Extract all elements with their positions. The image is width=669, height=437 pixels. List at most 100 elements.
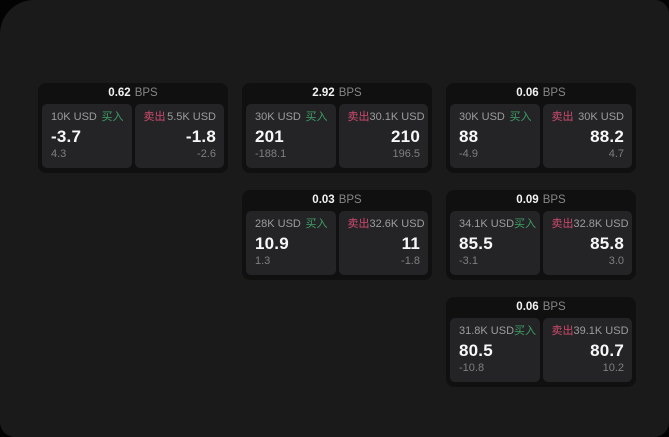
bps-label: BPS [542, 301, 566, 313]
sell-amount: 32.6K USD [369, 218, 425, 230]
sell-tile[interactable]: 卖出 30.1K USD 210 196.5 [338, 104, 428, 168]
sell-amount: 30.1K USD [369, 111, 425, 123]
buy-label: 买入 [514, 218, 537, 230]
quote-panels: 30K USD 买入 201 -188.1 卖出 30.1K USD 210 1… [242, 104, 432, 173]
buy-label: 买入 [514, 325, 537, 337]
sell-tile[interactable]: 卖出 30K USD 88.2 4.7 [542, 104, 632, 168]
bps-header: 0.03 BPS [242, 190, 432, 211]
tile-meta-row: 30K USD 买入 [255, 111, 328, 124]
sell-delta: 196.5 [392, 148, 420, 160]
sell-label: 卖出 [551, 111, 574, 123]
sell-price: 210 [391, 126, 420, 146]
tile-meta-row: 10K USD 买入 [51, 111, 124, 124]
buy-delta: -10.8 [459, 362, 485, 374]
buy-tile[interactable]: 30K USD 买入 88 -4.9 [450, 104, 540, 168]
quote-panels: 28K USD 买入 10.9 1.3 卖出 32.6K USD 11 -1.8 [242, 211, 432, 280]
buy-label: 买入 [101, 111, 124, 123]
sell-tile[interactable]: 卖出 32.6K USD 11 -1.8 [338, 211, 428, 275]
bps-value: 0.62 [108, 87, 131, 99]
tile-meta-row: 卖出 30.1K USD [347, 111, 425, 124]
buy-amount: 34.1K USD [459, 218, 515, 230]
buy-delta: -4.9 [459, 148, 478, 160]
bps-value: 0.03 [312, 194, 335, 206]
quote-card: 0.62 BPS 10K USD 买入 -3.7 4.3 卖出 5.5K USD [38, 83, 228, 173]
tile-meta-row: 卖出 39.1K USD [551, 325, 629, 338]
bps-header: 0.09 BPS [446, 190, 636, 211]
tile-meta-row: 卖出 32.6K USD [347, 218, 425, 231]
buy-tile[interactable]: 28K USD 买入 10.9 1.3 [246, 211, 336, 275]
tile-meta-row: 卖出 5.5K USD [144, 111, 217, 124]
buy-tile[interactable]: 10K USD 买入 -3.7 4.3 [42, 104, 132, 168]
sell-amount: 5.5K USD [167, 111, 216, 123]
tile-meta-row: 30K USD 买入 [459, 111, 532, 124]
tile-meta-row: 卖出 30K USD [552, 111, 625, 124]
quote-panels: 30K USD 买入 88 -4.9 卖出 30K USD 88.2 4.7 [446, 104, 636, 173]
buy-delta: -3.1 [459, 255, 478, 267]
bps-value: 0.06 [516, 87, 539, 99]
sell-delta: 10.2 [602, 362, 624, 374]
buy-label: 买入 [509, 111, 532, 123]
buy-tile[interactable]: 31.8K USD 买入 80.5 -10.8 [450, 318, 540, 382]
bps-value: 2.92 [312, 87, 335, 99]
bps-label: BPS [134, 87, 158, 99]
sell-label: 卖出 [347, 218, 370, 230]
sell-label: 卖出 [551, 325, 574, 337]
buy-amount: 10K USD [51, 111, 97, 123]
quote-card: 0.09 BPS 34.1K USD 买入 85.5 -3.1 卖出 32.8K… [446, 190, 636, 280]
bps-header: 2.92 BPS [242, 83, 432, 104]
bps-label: BPS [338, 87, 362, 99]
buy-amount: 31.8K USD [459, 325, 515, 337]
sell-amount: 39.1K USD [573, 325, 629, 337]
tile-meta-row: 卖出 32.8K USD [551, 218, 629, 231]
buy-price: 88 [459, 126, 479, 146]
bps-label: BPS [542, 87, 566, 99]
sell-label: 卖出 [551, 218, 574, 230]
sell-price: 88.2 [590, 126, 624, 146]
buy-label: 买入 [305, 218, 328, 230]
buy-delta: -188.1 [255, 148, 287, 160]
quote-card: 0.03 BPS 28K USD 买入 10.9 1.3 卖出 32.6K US… [242, 190, 432, 280]
buy-price: 10.9 [255, 233, 289, 253]
buy-tile[interactable]: 30K USD 买入 201 -188.1 [246, 104, 336, 168]
bps-value: 0.09 [516, 194, 539, 206]
buy-amount: 28K USD [255, 218, 301, 230]
bps-value: 0.06 [516, 301, 539, 313]
tile-meta-row: 28K USD 买入 [255, 218, 328, 231]
buy-delta: 1.3 [255, 255, 271, 267]
buy-price: -3.7 [51, 126, 82, 146]
sell-label: 卖出 [347, 111, 370, 123]
bps-label: BPS [542, 194, 566, 206]
sell-delta: -1.8 [401, 255, 420, 267]
sell-price: 80.7 [590, 340, 624, 360]
sell-delta: 3.0 [608, 255, 624, 267]
quote-card: 0.06 BPS 30K USD 买入 88 -4.9 卖出 30K USD [446, 83, 636, 173]
sell-price: 11 [401, 233, 420, 253]
buy-price: 80.5 [459, 340, 493, 360]
sell-label: 卖出 [143, 111, 166, 123]
sell-tile[interactable]: 卖出 5.5K USD -1.8 -2.6 [134, 104, 224, 168]
buy-label: 买入 [305, 111, 328, 123]
buy-tile[interactable]: 34.1K USD 买入 85.5 -3.1 [450, 211, 540, 275]
quote-panels: 31.8K USD 买入 80.5 -10.8 卖出 39.1K USD 80.… [446, 318, 636, 387]
bps-header: 0.06 BPS [446, 297, 636, 318]
sell-amount: 30K USD [578, 111, 624, 123]
sell-tile[interactable]: 卖出 32.8K USD 85.8 3.0 [542, 211, 632, 275]
bps-header: 0.06 BPS [446, 83, 636, 104]
tile-meta-row: 31.8K USD 买入 [459, 325, 536, 338]
tile-meta-row: 34.1K USD 买入 [459, 218, 536, 231]
bps-header: 0.62 BPS [38, 83, 228, 104]
bps-label: BPS [338, 194, 362, 206]
sell-amount: 32.8K USD [573, 218, 629, 230]
quote-card: 2.92 BPS 30K USD 买入 201 -188.1 卖出 30.1K … [242, 83, 432, 173]
quote-panels: 34.1K USD 买入 85.5 -3.1 卖出 32.8K USD 85.8… [446, 211, 636, 280]
buy-delta: 4.3 [51, 148, 67, 160]
sell-price: -1.8 [185, 126, 216, 146]
buy-price: 201 [255, 126, 284, 146]
sell-price: 85.8 [590, 233, 624, 253]
sell-delta: 4.7 [608, 148, 624, 160]
buy-price: 85.5 [459, 233, 493, 253]
quote-panels: 10K USD 买入 -3.7 4.3 卖出 5.5K USD -1.8 -2.… [38, 104, 228, 173]
sell-tile[interactable]: 卖出 39.1K USD 80.7 10.2 [542, 318, 632, 382]
buy-amount: 30K USD [255, 111, 301, 123]
